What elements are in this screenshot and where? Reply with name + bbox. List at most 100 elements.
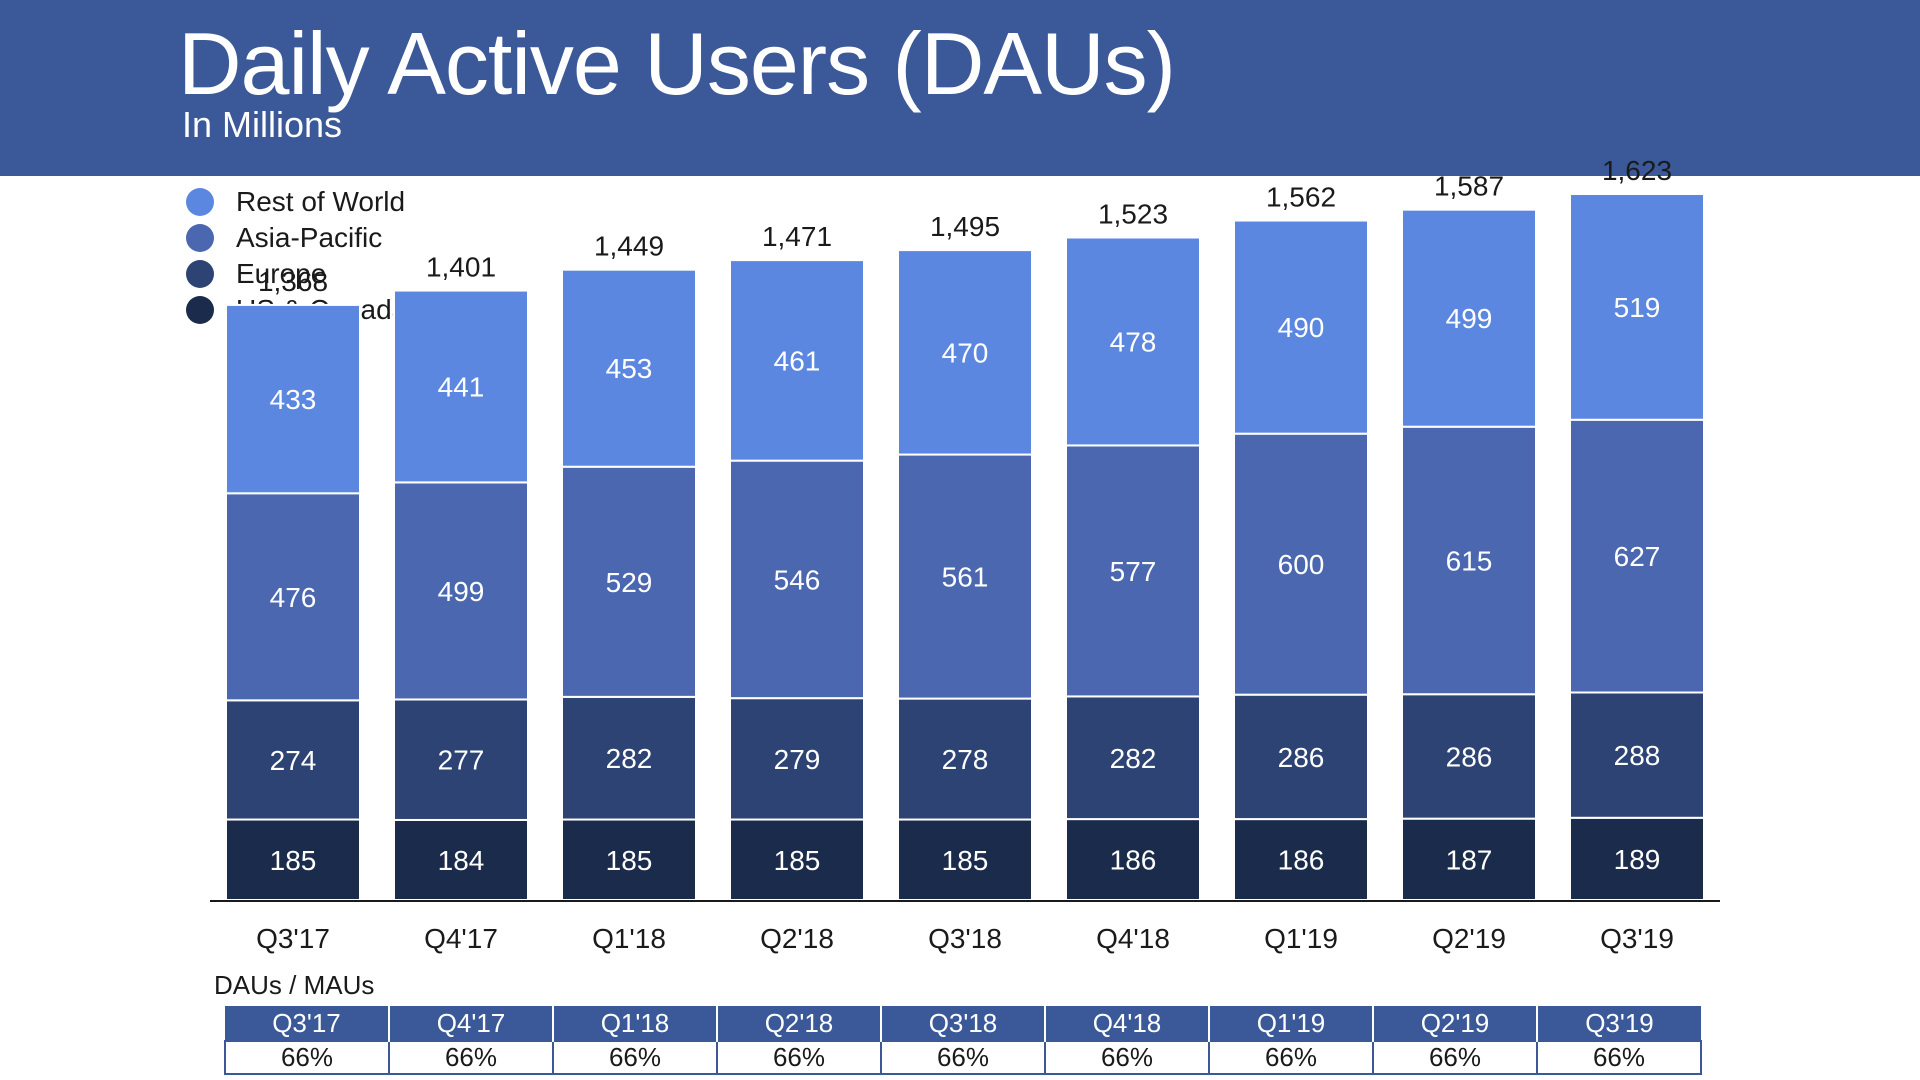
data-label: 277 (438, 745, 485, 776)
ratio-value-cell: 66% (1372, 1040, 1538, 1075)
x-tick-label: Q3'18 (928, 923, 1002, 954)
bar-segment-rest-of-world (225, 303, 361, 495)
data-label: 627 (1614, 541, 1661, 572)
bar-segment-europe (1569, 691, 1705, 819)
bar-segment-us-canada (897, 818, 1033, 902)
data-label: 476 (270, 582, 317, 613)
legend-swatch-rest-of-world (186, 188, 214, 216)
dau-mau-ratio-table: Q3'17 Q4'17 Q1'18 Q2'18 Q3'18 Q4'18 Q1'19 Q2'19… (224, 1006, 1702, 1075)
ratio-quarter-header: Q3'17 (225, 1006, 389, 1041)
ratio-quarter-header: Q1'19 (1208, 1006, 1373, 1041)
x-tick-label: Q1'18 (592, 923, 666, 954)
ratio-quarter-header: Q1'18 (552, 1006, 717, 1041)
data-label: 186 (1110, 845, 1157, 876)
bar-segment-asia-pacific (1233, 432, 1369, 696)
total-label: 1,562 (1266, 182, 1336, 213)
ratio-quarter-header: Q2'18 (716, 1006, 881, 1041)
legend-item-rest-of-world: Rest of World (186, 184, 407, 220)
page-subtitle: In Millions (182, 104, 343, 145)
ratio-quarter-header: Q4'18 (1044, 1006, 1209, 1041)
data-label: 187 (1446, 844, 1493, 875)
data-label: 519 (1614, 292, 1661, 323)
data-label: 499 (438, 576, 485, 607)
data-label: 278 (942, 744, 989, 775)
total-label: 1,471 (762, 221, 832, 252)
data-label: 286 (1446, 741, 1493, 772)
data-label: 185 (270, 845, 317, 876)
x-tick-label: Q2'19 (1432, 923, 1506, 954)
total-label: 1,587 (1434, 171, 1504, 202)
bar-segment-europe (729, 697, 865, 821)
data-label: 499 (1446, 303, 1493, 334)
total-label: 1,368 (258, 266, 328, 297)
bar-segment-us-canada (225, 818, 361, 902)
data-label: 286 (1278, 742, 1325, 773)
total-label: 1,401 (426, 252, 496, 283)
legend-label: Rest of World (236, 186, 406, 217)
legend-item-europe: Europe (186, 256, 407, 292)
page-title: Daily Active Users (DAUs) (178, 14, 1176, 113)
total-label: 1,495 (930, 211, 1000, 242)
x-tick-label: Q1'19 (1264, 923, 1338, 954)
ratio-value-row: 66% 66% 66% 66% 66% 66% 66% 66% 66% (224, 1040, 1702, 1075)
data-label: 433 (270, 384, 317, 415)
bar-segment-europe (897, 697, 1033, 821)
ratio-quarter-header: Q2'19 (1372, 1006, 1537, 1041)
bar-segment-rest-of-world (393, 289, 529, 484)
bar-segment-asia-pacific (1065, 444, 1201, 698)
x-tick-label: Q4'18 (1096, 923, 1170, 954)
data-label: 274 (270, 745, 317, 776)
data-label: 600 (1278, 549, 1325, 580)
data-label: 189 (1614, 844, 1661, 875)
bar-segment-rest-of-world (561, 268, 697, 468)
bar-segment-asia-pacific (897, 453, 1033, 700)
ratio-value-cell: 66% (1208, 1040, 1374, 1075)
bar-segment-europe (225, 699, 361, 821)
legend-label: Europe (236, 258, 327, 289)
ratio-value-cell: 66% (716, 1040, 882, 1075)
bar-segment-rest-of-world (897, 249, 1033, 456)
ratio-value-cell: 66% (880, 1040, 1046, 1075)
data-label: 615 (1446, 545, 1493, 576)
bar-segment-asia-pacific (225, 492, 361, 702)
data-label: 279 (774, 744, 821, 775)
bar-segment-europe (561, 695, 697, 821)
x-tick-label: Q4'17 (424, 923, 498, 954)
data-label: 561 (942, 562, 989, 593)
bar-segment-rest-of-world (1569, 192, 1705, 421)
data-label: 282 (606, 743, 653, 774)
data-label: 185 (774, 845, 821, 876)
ratio-value-cell: 66% (1536, 1040, 1702, 1075)
legend-item-asia-pacific: Asia-Pacific (186, 220, 407, 256)
bar-segment-europe (393, 698, 529, 821)
ratio-header-row: Q3'17 Q4'17 Q1'18 Q2'18 Q3'18 Q4'18 Q1'19 Q2'19… (225, 1006, 1701, 1041)
legend-label: Asia-Pacific (236, 222, 383, 253)
legend-swatch-us-canada (186, 296, 214, 324)
data-label: 185 (606, 845, 653, 876)
bar-segment-asia-pacific (393, 481, 529, 701)
data-label: 453 (606, 353, 653, 384)
ratio-value-cell: 66% (552, 1040, 718, 1075)
bar-segment-europe (1065, 695, 1201, 821)
legend-swatch-asia-pacific (186, 224, 214, 252)
ratio-value-cell: 66% (224, 1040, 390, 1075)
data-label: 577 (1110, 556, 1157, 587)
bar-segment-asia-pacific (1569, 418, 1705, 694)
bar-segment-asia-pacific (1401, 425, 1537, 696)
ratio-caption: DAUs / MAUs (214, 970, 375, 1000)
data-label: 185 (942, 845, 989, 876)
data-label: 546 (774, 564, 821, 595)
data-label: 441 (438, 371, 485, 402)
bar-segment-rest-of-world (1401, 208, 1537, 428)
stacked-bar-chart: 185 274 476 433 1,368 Q3'17 184 277 499 441 1,401 Q… (210, 155, 1720, 954)
total-label: 1,623 (1602, 155, 1672, 186)
data-label: 184 (438, 845, 485, 876)
ratio-quarter-header: Q3'19 (1536, 1006, 1701, 1041)
data-label: 288 (1614, 740, 1661, 771)
data-label: 282 (1110, 743, 1157, 774)
x-tick-label: Q2'18 (760, 923, 834, 954)
ratio-quarter-header: Q4'17 (388, 1006, 553, 1041)
x-tick-label: Q3'19 (1600, 923, 1674, 954)
total-label: 1,449 (594, 231, 664, 262)
total-label: 1,523 (1098, 198, 1168, 229)
